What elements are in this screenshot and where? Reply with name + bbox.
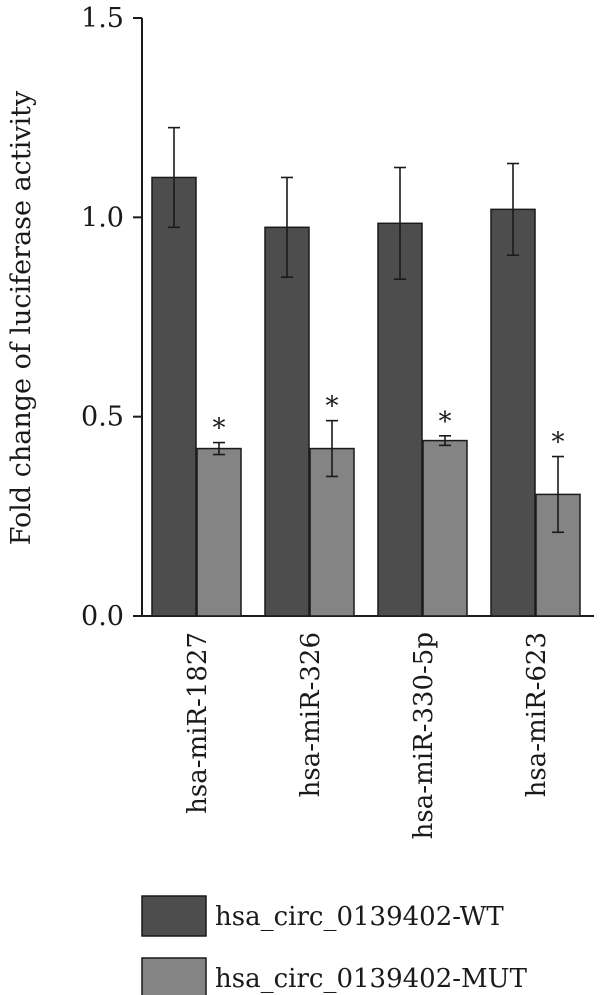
bars: * * * * [151, 126, 581, 617]
significance-marker: * [552, 428, 565, 458]
y-tick-label: 0.0 [81, 601, 124, 632]
y-tick-label: 0.5 [81, 402, 124, 433]
bar [196, 447, 242, 617]
category-labels: hsa-miR-1827 hsa-miR-326 hsa-miR-330-5p hsa… [183, 632, 552, 839]
significance-marker: * [439, 407, 452, 437]
y-axis-label: Fold change of luciferase activity [6, 90, 37, 545]
significance-marker: * [213, 414, 226, 444]
legend-label: hsa_circ_0139402-WT [215, 902, 504, 932]
y-tick-label: 1.5 [81, 3, 124, 34]
bar [377, 222, 423, 617]
y-ticks: 0.0 0.5 1.0 1.5 [81, 3, 142, 632]
category-label: hsa-miR-326 [296, 632, 326, 797]
significance-marker: * [326, 392, 339, 422]
category-label: hsa-miR-623 [522, 632, 552, 797]
bar [151, 176, 197, 617]
legend-label: hsa_circ_0139402-MUT [215, 964, 528, 994]
legend-swatch [141, 895, 207, 937]
bar [422, 439, 468, 617]
bar [490, 208, 536, 617]
y-tick-label: 1.0 [81, 202, 124, 233]
category-label: hsa-miR-330-5p [409, 632, 439, 839]
category-label: hsa-miR-1827 [183, 632, 213, 814]
legend: hsa_circ_0139402-WT hsa_circ_0139402-MUT [141, 895, 528, 995]
bar [264, 226, 310, 617]
legend-swatch [141, 957, 207, 995]
